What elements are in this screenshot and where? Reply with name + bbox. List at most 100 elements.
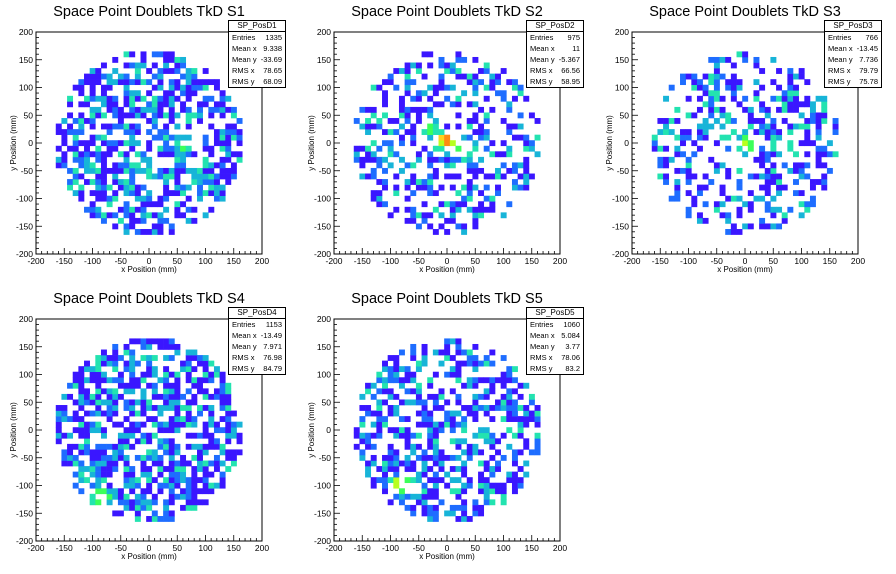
heatmap-cell [455,399,462,406]
heatmap-cell [185,410,192,417]
heatmap-cell [663,129,670,135]
heatmap-cell [208,432,215,439]
heatmap-cell [72,84,79,91]
heatmap-cell [180,421,187,428]
heatmap-cell [140,338,147,345]
heatmap-cell [219,173,226,180]
heatmap-cell [719,56,726,63]
heatmap-cell [213,393,220,400]
heatmap-cell [421,179,428,185]
heatmap-cell [461,195,468,202]
heatmap-cell [511,405,518,411]
heatmap-cell [809,184,816,191]
heatmap-cell [123,162,130,169]
heatmap-cell [129,51,136,58]
heatmap-cell [219,382,226,389]
heatmap-cell [123,167,130,174]
heatmap-cell [89,454,96,461]
heatmap-cell [129,134,136,141]
heatmap-cell [100,212,107,219]
heatmap-cell [472,140,479,147]
heatmap-cell [489,388,496,395]
heatmap-cell [483,184,490,191]
heatmap-cell [804,118,811,124]
heatmap-cell [106,499,113,506]
heatmap-cell [202,173,209,180]
heatmap-cell [129,162,136,169]
heatmap-cell [67,145,74,152]
heatmap-cell [168,343,175,350]
heatmap-cell [123,151,130,158]
heatmap-cell [663,179,670,185]
stats-value: -33.69 [260,55,282,64]
heatmap-cell [185,184,192,191]
heatmap-cell [427,488,434,495]
heatmap-cell [432,443,439,450]
heatmap-cell [151,516,158,522]
heatmap-cell [202,162,209,169]
heatmap-cell [455,123,462,130]
heatmap-cell [202,167,209,174]
heatmap-cell [225,173,232,180]
heatmap-cell [398,349,405,356]
heatmap-cell [398,95,405,102]
x-tick-label: -50 [413,256,426,266]
heatmap-cell [202,134,209,141]
heatmap-cell [191,493,198,500]
heatmap-cell [483,410,490,417]
y-axis-label: y Position (mm) [605,115,614,171]
heatmap-cell [95,355,102,361]
heatmap-cell [353,151,360,158]
heatmap-cell [140,206,147,213]
heatmap-cell [483,438,490,445]
heatmap-cell [353,432,360,439]
heatmap-cell [191,488,198,495]
heatmap-cell [438,360,445,367]
heatmap-cell [730,79,737,86]
heatmap-cell [382,184,388,191]
heatmap-cell [174,123,181,130]
heatmap-cell [478,427,485,434]
heatmap-cell [410,212,417,219]
heatmap-cell [804,162,811,169]
heatmap-cell [523,179,530,185]
heatmap-cell [708,95,715,102]
x-tick-label: -50 [413,543,426,553]
heatmap-cell [432,101,439,108]
heatmap-cell [438,460,445,467]
heatmap-cell [89,140,96,147]
heatmap-cell [213,184,220,191]
heatmap-cell [798,190,805,197]
heatmap-cell [472,73,479,80]
heatmap-cell [370,140,377,147]
heatmap-cell [421,73,428,80]
heatmap-cell [365,438,372,445]
heatmap-cell [455,443,462,450]
heatmap-cell [129,338,136,345]
heatmap-cell [398,416,405,422]
heatmap-cell [163,510,170,517]
heatmap-cell [106,129,113,135]
chart-panel-3: Space Point Doublets TkD S3 -200 -150 -100-… [596,0,894,287]
heatmap-cell [787,167,794,174]
stats-value: -5.367 [558,55,580,64]
heatmap-cell [174,167,181,174]
heatmap-cell [759,151,766,158]
stats-value: 83.2 [565,364,580,373]
heatmap-cell [730,229,737,235]
heatmap-cell [478,68,485,74]
heatmap-cell [129,140,136,147]
heatmap-cell [793,151,799,158]
heatmap-cell [764,184,771,191]
heatmap-cell [140,504,147,511]
heatmap-cell [798,140,805,147]
heatmap-cell [781,212,788,219]
heatmap-cell [753,95,760,102]
heatmap-cell [112,493,119,500]
heatmap-cell [112,145,119,152]
heatmap-cell [168,338,175,345]
heatmap-cell [511,454,518,461]
heatmap-cell [781,184,788,191]
heatmap-cell [747,112,754,119]
heatmap-cell [225,399,232,406]
